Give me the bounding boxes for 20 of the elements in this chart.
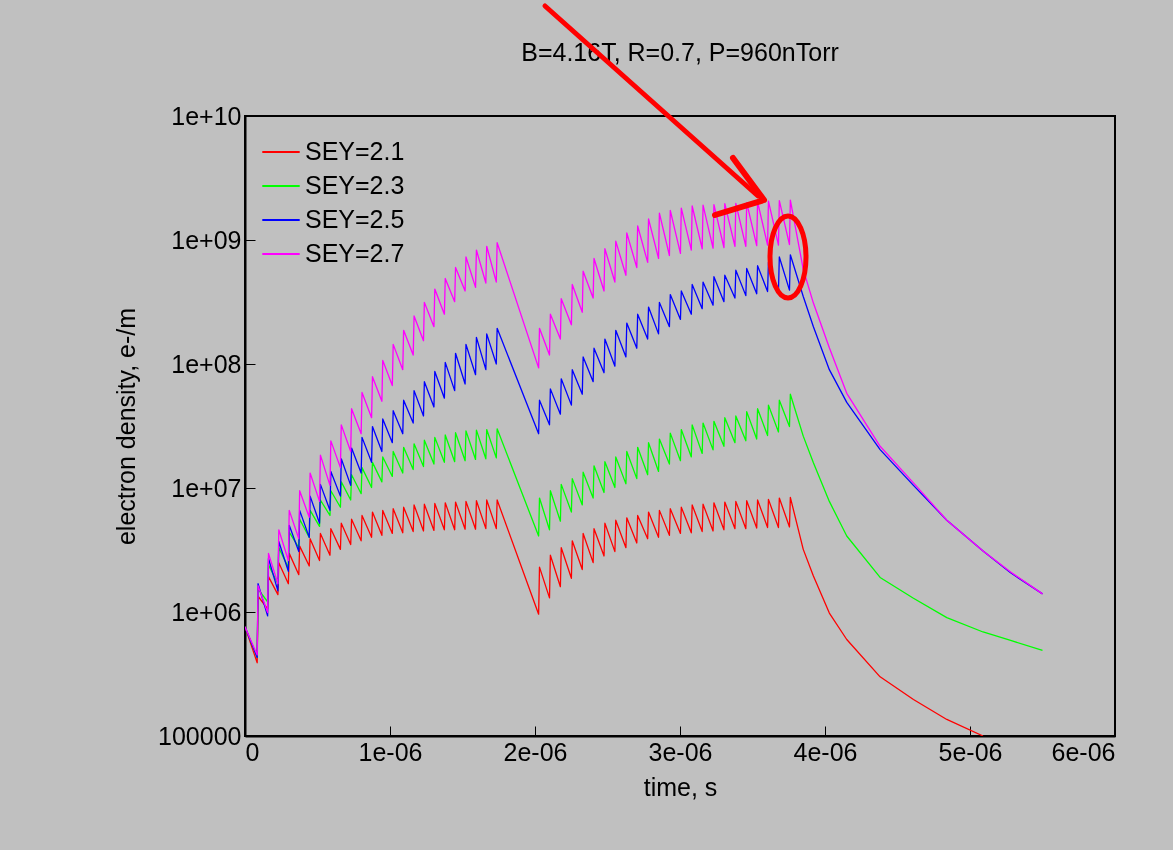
line-series — [245, 496, 984, 736]
x-tick-label: 3e-06 — [648, 737, 713, 766]
x-tick-label: 6e-06 — [1051, 737, 1116, 766]
x-tick-label: 2e-06 — [503, 737, 568, 766]
x-axis-title: time, s — [643, 772, 718, 801]
y-tick-label: 1e+10 — [171, 101, 242, 130]
legend-label: SEY=2.3 — [305, 171, 405, 199]
x-tick-label: 4e-06 — [793, 737, 858, 766]
y-axis-title: electron density, e-/m — [112, 307, 141, 546]
x-tick-label: 5e-06 — [938, 737, 1003, 766]
x-tick-label: 1e-06 — [358, 737, 423, 766]
y-tick-label: 1e+08 — [171, 349, 242, 378]
y-tick-label: 100000 — [158, 721, 242, 750]
legend-label: SEY=2.5 — [305, 205, 405, 233]
y-tick-label: 1e+06 — [171, 597, 242, 626]
legend-label: SEY=2.7 — [305, 239, 405, 267]
y-tick-label: 1e+07 — [171, 473, 242, 502]
y-tick-label: 1e+09 — [171, 225, 242, 254]
legend-label: SEY=2.1 — [305, 137, 405, 165]
x-tick-label: 0 — [245, 737, 260, 766]
